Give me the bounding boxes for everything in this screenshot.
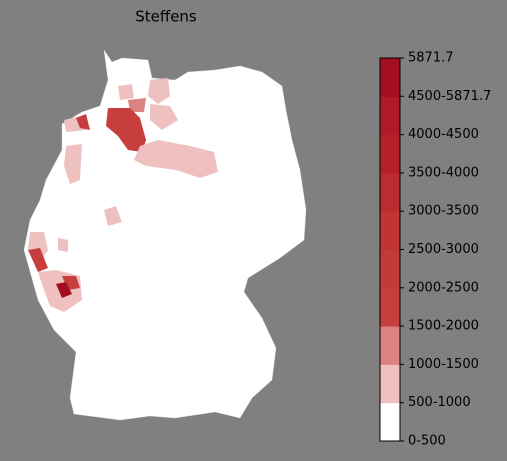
colorbar-label: 1000-1500 <box>408 357 479 372</box>
colorbar-label: 3500-4000 <box>408 165 479 180</box>
region-red <box>28 248 48 272</box>
colorbar-band <box>380 249 400 289</box>
colorbar-label: 3000-3500 <box>408 204 479 219</box>
region-mid <box>128 98 146 112</box>
country-outline <box>23 49 307 421</box>
colorbar-frame <box>379 57 401 442</box>
colorbar-label: 500-1000 <box>408 395 471 410</box>
colorbar-label: 1500-2000 <box>408 319 479 334</box>
region-pink <box>64 144 82 184</box>
colorbar-band <box>380 172 400 212</box>
colorbar-label: 4000-4500 <box>408 127 479 142</box>
colorbar-label: 0-500 <box>408 434 446 449</box>
colorbar-band <box>380 211 400 250</box>
region-pink <box>150 104 178 130</box>
colorbar-label: 2500-3000 <box>408 242 479 257</box>
colorbar-band <box>380 364 400 404</box>
colorbar-band <box>380 287 400 327</box>
region-pink <box>118 84 134 100</box>
colorbar-label: 2000-2500 <box>408 280 479 295</box>
colorbar: 0-500 500-1000 1000-1500 1500-2000 2000-2500… <box>380 51 491 449</box>
region-red <box>106 108 146 152</box>
map-title: Steffens <box>135 8 197 26</box>
colorbar-band <box>380 402 400 442</box>
region-pink <box>104 206 122 226</box>
colorbar-band <box>380 326 400 365</box>
region-pink <box>58 238 68 252</box>
colorbar-band <box>380 134 400 174</box>
germany-map <box>23 49 307 421</box>
colorbar-label: 4500-5871.7 <box>408 89 491 104</box>
colorbar-label: 5871.7 <box>408 51 454 66</box>
region-pink <box>134 140 218 178</box>
colorbar-band <box>380 96 400 136</box>
region-darkred <box>56 282 72 298</box>
colorbar-band <box>380 58 400 97</box>
region-red <box>76 114 90 130</box>
region-pink <box>148 78 170 104</box>
